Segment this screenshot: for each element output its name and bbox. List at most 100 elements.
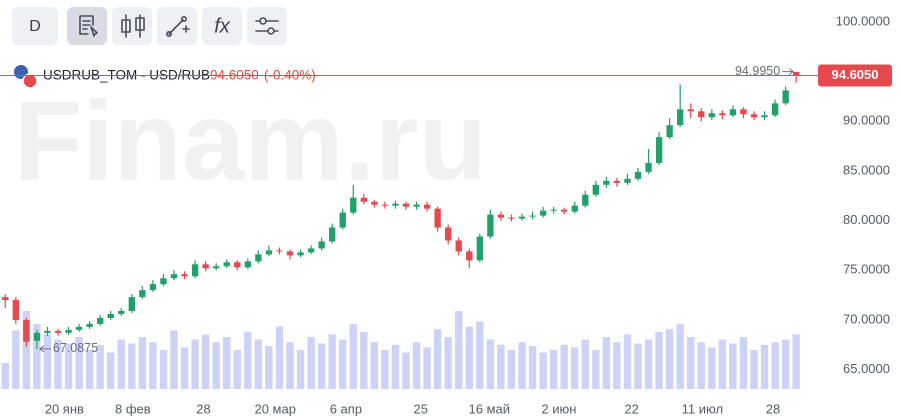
candle-body	[687, 109, 694, 112]
volume-bar	[634, 343, 642, 389]
y-tick-label: 80.0000	[843, 212, 890, 227]
toolbar: D fx	[12, 7, 287, 45]
volume-bar	[307, 337, 315, 389]
volume-bar	[665, 329, 674, 389]
watermark: Finam.ru	[14, 79, 487, 204]
candle-body	[761, 115, 768, 118]
volume-bar	[592, 350, 600, 389]
candle-body	[339, 212, 346, 228]
volume-bar	[22, 311, 31, 389]
candle-body	[128, 297, 135, 312]
candle-body	[613, 180, 621, 183]
x-tick-label: 16 май	[469, 401, 511, 416]
candle-body	[223, 262, 230, 267]
draw-tools-button[interactable]	[67, 7, 107, 45]
candle-body	[202, 264, 209, 269]
interval-label[interactable]: D	[29, 18, 41, 35]
volume-bar	[528, 346, 537, 389]
candle-body	[286, 251, 294, 256]
volume-bar	[486, 339, 495, 389]
candle-body	[677, 109, 684, 126]
volume-bar	[412, 342, 421, 389]
volume-bar	[433, 329, 442, 389]
candle-body	[149, 284, 157, 291]
candle-body	[23, 319, 30, 342]
volume-bar	[212, 342, 220, 389]
flag-ru	[22, 73, 38, 89]
min-marker-arrow	[39, 345, 51, 353]
volume-bar	[729, 343, 737, 389]
x-tick-label: 6 апр	[330, 401, 362, 416]
volume-bar	[75, 337, 83, 389]
volume-bar	[539, 352, 547, 389]
candle-body	[529, 215, 536, 217]
volume-bar	[581, 339, 589, 389]
candle-body	[255, 254, 262, 262]
volume-bar	[708, 347, 716, 389]
candle-body	[160, 278, 167, 285]
volume-bar	[317, 343, 326, 389]
candle-body	[413, 204, 420, 207]
draw-tools-icon	[79, 15, 98, 37]
function-label[interactable]: fx	[214, 15, 231, 37]
candle-body	[455, 240, 462, 252]
candle-body	[65, 329, 72, 333]
volume-bar	[286, 342, 294, 389]
max-marker-arrow	[782, 68, 795, 75]
volume-bar	[739, 337, 748, 389]
x-tick-label: 28	[766, 401, 780, 416]
candle-body	[2, 297, 9, 301]
volume-bar	[296, 350, 305, 389]
candle-body	[213, 266, 220, 269]
candle-body	[518, 216, 526, 219]
candle-body	[181, 274, 188, 277]
settings-button[interactable]	[247, 7, 287, 45]
volume-bar	[128, 343, 136, 389]
candle-body	[244, 261, 251, 268]
candle-body	[234, 262, 241, 268]
candle-body	[434, 208, 441, 228]
candle-body	[423, 204, 431, 209]
last-price-tag-label: 94.6050	[832, 67, 879, 82]
candle-body	[107, 313, 114, 318]
volume-bar	[85, 350, 94, 389]
indicators-icon	[168, 19, 190, 35]
function-button[interactable]	[202, 7, 242, 45]
volume-bar	[444, 337, 452, 389]
candle-body	[508, 217, 515, 219]
x-tick-label: 8 фев	[115, 401, 151, 416]
volume-bar	[676, 324, 684, 389]
candle-body	[360, 197, 367, 202]
candle-body	[592, 184, 599, 195]
candle-body	[634, 171, 642, 179]
chart-type-button[interactable]	[112, 7, 152, 45]
candle-body	[329, 227, 336, 242]
candle-body	[698, 111, 705, 118]
candle-body	[54, 330, 62, 333]
candle-body	[582, 194, 589, 206]
candle-body	[550, 209, 557, 211]
candle-body	[75, 326, 83, 330]
interval-button[interactable]	[12, 7, 58, 45]
volume-bar	[370, 342, 379, 389]
volume-bar	[507, 350, 516, 389]
candle-body	[487, 214, 494, 237]
candle-body	[624, 178, 631, 183]
candle-body	[571, 205, 578, 212]
candle-body	[402, 203, 410, 207]
volume-bar	[697, 342, 705, 389]
volume-bar	[43, 334, 52, 389]
volume-bar	[455, 311, 463, 389]
candle-body	[782, 90, 789, 104]
candle-body	[381, 204, 389, 206]
candle-body	[307, 248, 315, 253]
candle-body	[708, 113, 715, 118]
y-tick-label: 90.0000	[843, 113, 890, 128]
x-tick-label: 20 мар	[254, 401, 295, 416]
candle-body	[44, 330, 51, 333]
candle-body	[655, 137, 663, 163]
volume-bar	[497, 344, 505, 389]
x-tick-label: 25	[414, 401, 428, 416]
candle-body	[318, 241, 325, 249]
